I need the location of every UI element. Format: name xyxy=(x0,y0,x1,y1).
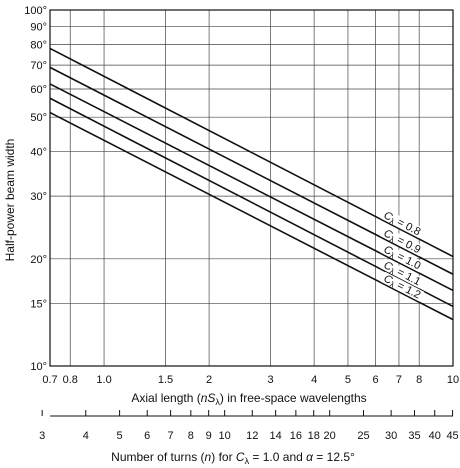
series-label-bg xyxy=(380,226,425,257)
turns-tick-label: 12 xyxy=(246,430,258,442)
turns-tick-label: 9 xyxy=(206,430,212,442)
y-tick-label: 60° xyxy=(30,84,47,96)
turns-tick-label: 14 xyxy=(270,430,282,442)
y-tick-label: 20° xyxy=(30,254,47,266)
series-line xyxy=(49,111,454,321)
y-axis-title: Half-power beam width xyxy=(3,139,17,262)
turns-axis-title: Number of turns (n) for Cλ = 1.0 and α =… xyxy=(111,450,355,466)
y-tick-labels: 10° 15° 20° 30° 40° 50° 60° 70° 80° 90° 100° xyxy=(24,5,47,373)
series-label-bg xyxy=(380,208,425,239)
x-axis-title: Axial length (nSλ) in free-space wavelen… xyxy=(131,391,366,407)
x-tick-label: 7 xyxy=(396,374,402,386)
x-tick-label: 5 xyxy=(345,374,351,386)
turns-tick-label: 10 xyxy=(219,430,231,442)
x-tick-label: 2 xyxy=(206,374,212,386)
x-tick-labels: 0.7 0.8 1.0 1.5 2 3 4 5 6 7 8 10 xyxy=(42,374,459,386)
y-tick-label: 15° xyxy=(30,298,47,310)
y-tick-label: 40° xyxy=(30,147,47,159)
series-lines xyxy=(49,47,454,321)
y-tick-label: 50° xyxy=(30,112,47,124)
x-tick-label: 10 xyxy=(447,374,459,386)
turns-tick-label: 5 xyxy=(117,430,123,442)
y-tick-label: 10° xyxy=(30,361,47,373)
y-tick-label: 70° xyxy=(30,60,47,72)
turns-tick-label: 3 xyxy=(39,430,45,442)
x-tick-label: 0.8 xyxy=(63,374,78,386)
series-label-bg xyxy=(380,271,425,302)
x-tick-label: 1.5 xyxy=(158,374,173,386)
turns-tick-labels: 3 4 5 6 7 8 9 10 12 14 16 18 20 25 30 35 40 45 xyxy=(39,430,459,442)
x-tick-label: 1.0 xyxy=(96,374,111,386)
x-tick-label: 4 xyxy=(311,374,317,386)
x-tick-label: 6 xyxy=(373,374,379,386)
x-tick-label: 0.7 xyxy=(42,374,57,386)
y-tick-label: 80° xyxy=(30,39,47,51)
turns-axis xyxy=(41,410,454,417)
y-tick-label: 100° xyxy=(24,5,47,17)
x-tick-label: 3 xyxy=(267,374,273,386)
y-tick-label: 30° xyxy=(30,191,47,203)
turns-tick-label: 35 xyxy=(408,430,420,442)
turns-tick-label: 18 xyxy=(308,430,320,442)
turns-tick-label: 45 xyxy=(446,430,458,442)
y-tick-label: 90° xyxy=(30,21,47,33)
turns-tick-label: 40 xyxy=(429,430,441,442)
series-line xyxy=(49,47,454,258)
series-line xyxy=(49,83,454,292)
x-tick-label: 8 xyxy=(416,374,422,386)
turns-tick-label: 7 xyxy=(168,430,174,442)
plot-frame xyxy=(49,9,454,367)
series-label-bg xyxy=(380,258,425,289)
turns-tick-label: 30 xyxy=(385,430,397,442)
series-line xyxy=(49,97,454,308)
turns-tick-label: 20 xyxy=(324,430,336,442)
series-labels: Cλ = 0.8Cλ = 0.9Cλ = 1.0Cλ = 1.1Cλ = 1.2 xyxy=(380,208,425,302)
turns-tick-label: 8 xyxy=(188,430,194,442)
turns-tick-label: 25 xyxy=(357,430,369,442)
turns-tick-label: 16 xyxy=(290,430,302,442)
series-line xyxy=(49,66,454,275)
turns-tick-label: 4 xyxy=(83,430,89,442)
turns-tick-label: 6 xyxy=(144,430,150,442)
series-label-bg xyxy=(380,242,425,273)
